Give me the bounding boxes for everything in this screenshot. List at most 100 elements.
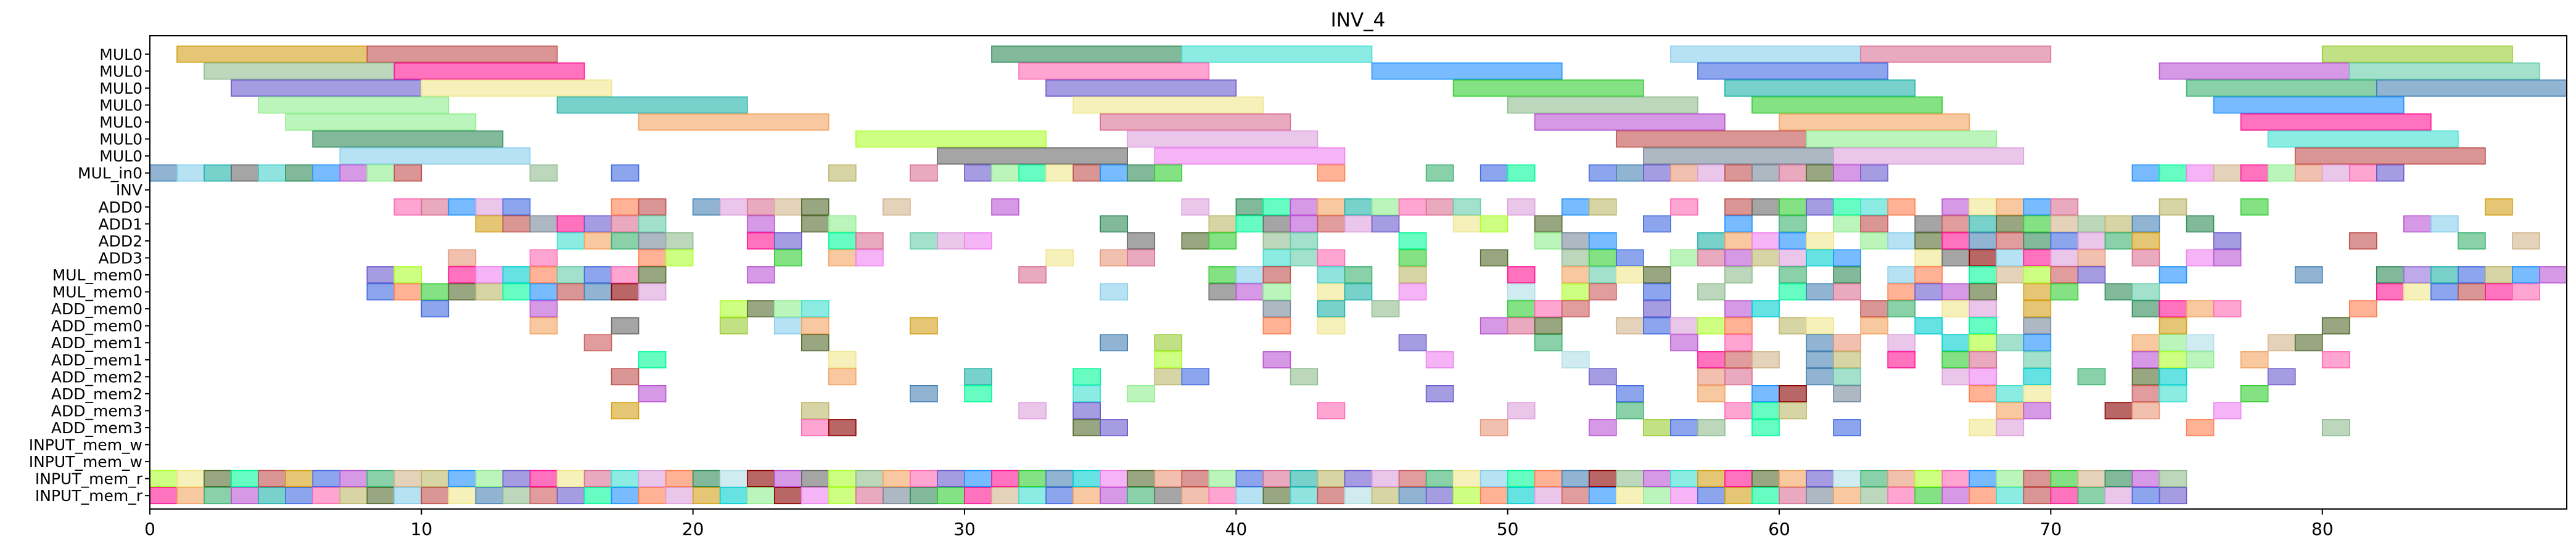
task-bar: [1561, 266, 1590, 283]
task-bar: [1670, 198, 1698, 216]
task-bar: [1317, 300, 1346, 317]
task-bar: [1779, 266, 1807, 283]
task-bar: [1643, 487, 1671, 505]
task-bar: [1833, 385, 1861, 402]
task-bar: [1154, 334, 1183, 352]
task-bar: [638, 266, 667, 283]
task-bar: [393, 470, 422, 487]
task-bar: [719, 198, 748, 216]
task-bar: [719, 317, 748, 335]
task-bar: [1887, 351, 1916, 369]
task-bar: [2348, 232, 2377, 250]
task-bar: [2131, 300, 2160, 317]
task-bar: [231, 470, 259, 487]
task-bar: [1969, 232, 1998, 250]
task-bar: [638, 385, 667, 402]
task-bar: [583, 283, 612, 301]
task-bar: [2131, 334, 2160, 352]
task-bar: [502, 487, 531, 505]
task-bar: [1616, 470, 1644, 487]
task-bar: [1127, 470, 1156, 487]
task-bar: [1534, 113, 1726, 131]
task-bar: [556, 232, 585, 250]
task-bar: [2023, 402, 2052, 420]
task-bar: [719, 300, 748, 317]
task-bar: [529, 249, 558, 267]
task-bar: [339, 470, 368, 487]
task-bar: [611, 317, 640, 335]
task-bar: [2077, 215, 2106, 233]
task-bar: [1833, 368, 1861, 386]
task-bar: [1507, 470, 1536, 487]
task-bar: [1290, 470, 1319, 487]
task-bar: [2294, 334, 2323, 352]
row-label: INPUT_mem_w: [29, 453, 142, 471]
task-bar: [1806, 470, 1834, 487]
task-bar: [1018, 164, 1047, 182]
x-tick-label: 20: [682, 519, 704, 539]
task-bar: [828, 232, 857, 250]
task-bar: [1779, 283, 1807, 301]
task-bar: [1751, 198, 1780, 216]
task-bar: [421, 283, 450, 301]
task-bar: [2240, 164, 2269, 182]
x-tick-label: 60: [1768, 519, 1790, 539]
row-labels: MUL0MUL0MUL0MUL0MUL0MUL0MUL0MUL_in0INVAD…: [29, 46, 150, 505]
task-bar: [1208, 487, 1237, 505]
task-bar: [611, 164, 640, 182]
task-bar: [2376, 79, 2567, 97]
row-label: MUL0: [99, 79, 142, 97]
task-bar: [1018, 470, 1047, 487]
task-bar: [1072, 385, 1101, 402]
task-bar: [1452, 487, 1481, 505]
task-bar: [773, 198, 802, 216]
task-bar: [2077, 266, 2106, 283]
task-bar: [1860, 470, 1888, 487]
task-bar: [1969, 385, 1998, 402]
task-bar: [1507, 96, 1698, 114]
task-bar: [2240, 198, 2269, 216]
task-bar: [1670, 487, 1698, 505]
task-bar: [883, 470, 911, 487]
task-bar: [2131, 351, 2160, 369]
task-bar: [1181, 470, 1210, 487]
task-bar: [1887, 334, 1916, 352]
task-bar: [475, 198, 504, 216]
task-bar: [1344, 470, 1373, 487]
task-bar: [1887, 232, 1916, 250]
task-bar: [1806, 351, 1834, 369]
task-bar: [1290, 198, 1319, 216]
task-bar: [2104, 215, 2133, 233]
task-bar: [828, 487, 857, 505]
task-bar: [1072, 402, 1101, 420]
task-bar: [1697, 317, 1726, 335]
task-bar: [1914, 487, 1943, 505]
task-bar: [2158, 368, 2187, 386]
task-bar: [2430, 266, 2459, 283]
row-label: ADD_mem1: [51, 334, 142, 352]
task-bar: [1969, 283, 1998, 301]
task-bar: [937, 232, 965, 250]
task-bar: [1534, 334, 1563, 352]
task-bar: [1643, 317, 1671, 335]
task-bar: [2376, 266, 2405, 283]
task-bar: [1100, 470, 1129, 487]
task-bar: [1262, 266, 1291, 283]
task-bar: [611, 215, 640, 233]
task-bar: [991, 487, 1019, 505]
task-bar: [529, 283, 558, 301]
task-bar: [1914, 249, 1943, 267]
task-bar: [1398, 283, 1427, 301]
task-bar: [1072, 164, 1101, 182]
task-bar: [1262, 351, 1291, 369]
task-bar: [448, 470, 477, 487]
row-label: MUL_mem0: [52, 266, 142, 284]
task-bar: [1127, 385, 1156, 402]
task-bar: [502, 198, 531, 216]
task-bar: [1941, 368, 1970, 386]
x-tick-label: 50: [1497, 519, 1519, 539]
task-bar: [1371, 215, 1400, 233]
task-bar: [828, 164, 857, 182]
task-bar: [1941, 249, 1970, 267]
task-bar: [1724, 164, 1753, 182]
